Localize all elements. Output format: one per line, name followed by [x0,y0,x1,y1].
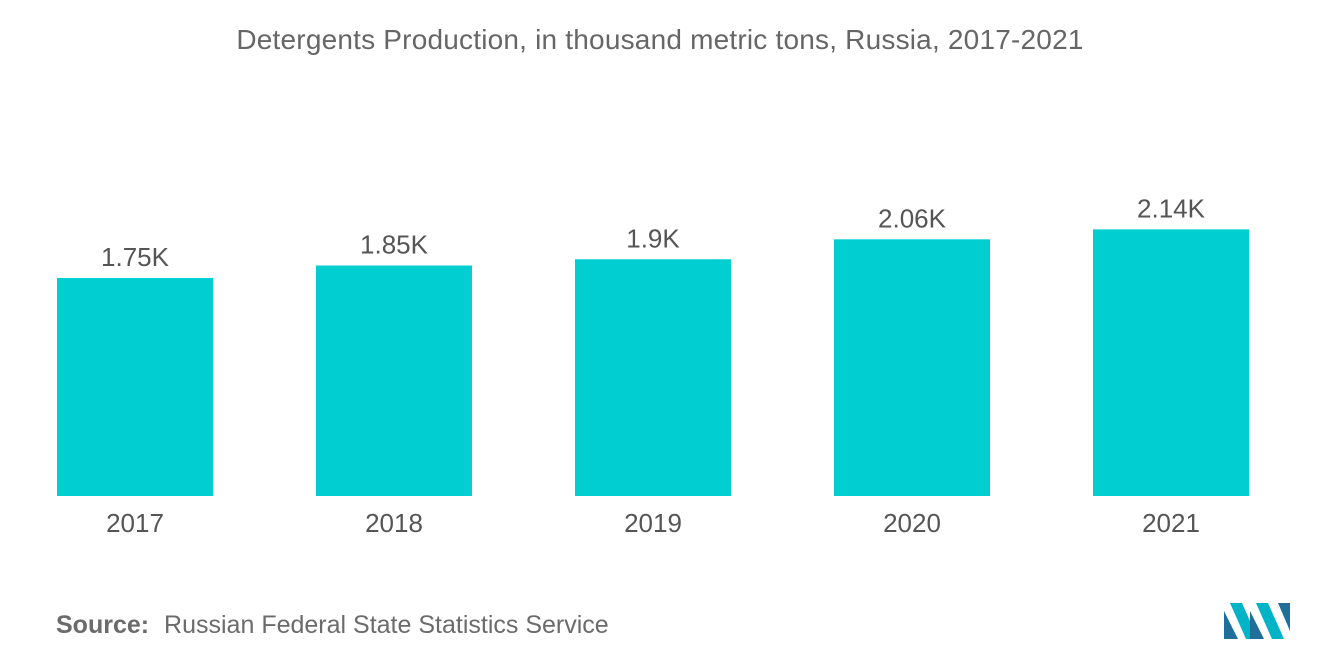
data-label-2019: 1.9K [626,223,680,253]
data-label-2020: 2.06K [878,203,947,233]
x-tick-label-2017: 2017 [106,508,164,538]
data-label-2021: 2.14K [1137,193,1206,223]
x-tick-label-2020: 2020 [883,508,941,538]
x-tick-label-2021: 2021 [1142,508,1200,538]
bar-2021 [1093,229,1249,496]
bar-2018 [316,265,472,496]
source-note: Source: Russian Federal State Statistics… [56,611,609,640]
data-label-2018: 1.85K [360,229,429,259]
x-tick-label-2019: 2019 [624,508,682,538]
chart-title: Detergents Production, in thousand metri… [236,24,1084,55]
source-label: Source: [56,611,150,639]
bar-2020 [834,239,990,496]
bar-2019 [575,259,731,496]
bar-2017 [57,277,213,496]
bar-chart: 1.75K 2017 1.85K 2018 1.9K 2019 2.06K 2020 2.14K… [57,193,1249,538]
data-label-2017: 1.75K [101,242,170,272]
brand-logo-icon [1224,603,1290,639]
x-tick-label-2018: 2018 [365,508,423,538]
source-text: Russian Federal State Statistics Service [164,611,609,639]
